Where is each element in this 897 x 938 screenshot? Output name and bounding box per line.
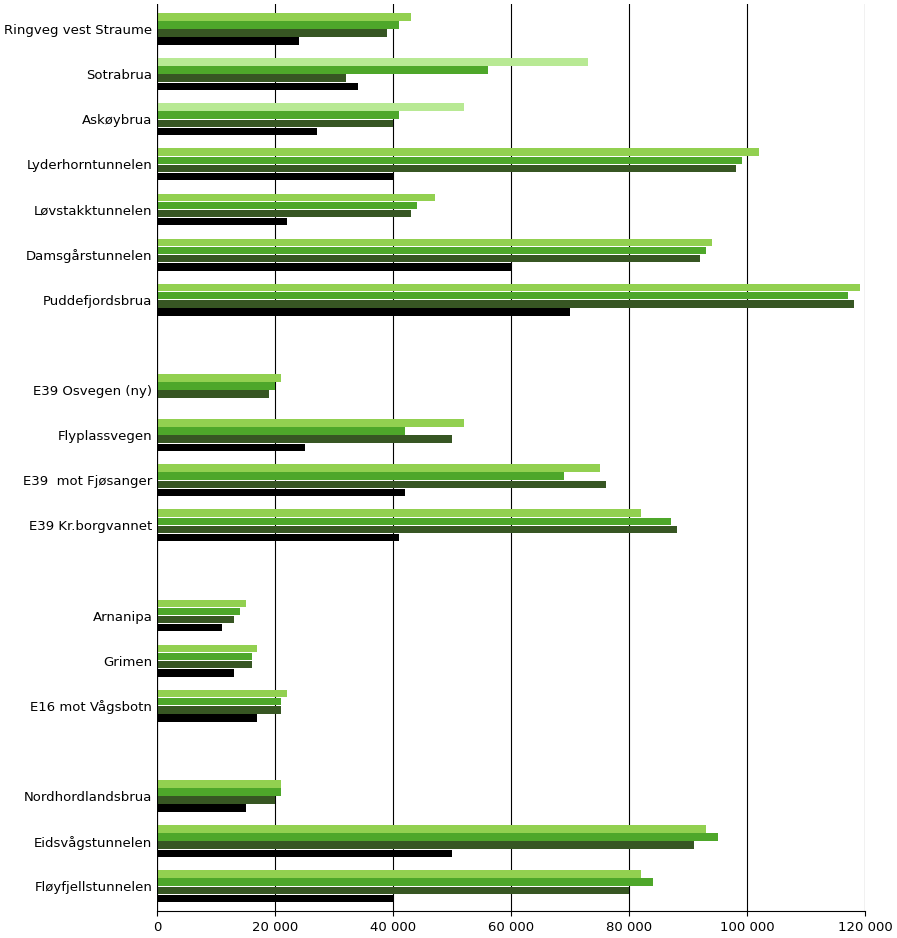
Bar	[157, 74, 346, 82]
Bar	[157, 247, 706, 254]
Bar	[157, 13, 411, 21]
Bar	[157, 193, 434, 201]
Bar	[157, 780, 281, 788]
Bar	[157, 599, 246, 607]
Bar	[157, 300, 854, 308]
Bar	[157, 464, 600, 472]
Bar	[157, 886, 630, 894]
Bar	[157, 698, 281, 705]
Bar	[157, 382, 275, 389]
Bar	[157, 534, 399, 541]
Bar	[157, 444, 305, 451]
Bar	[157, 67, 488, 74]
Bar	[157, 374, 281, 382]
Bar	[157, 119, 393, 127]
Bar	[157, 850, 452, 857]
Bar	[157, 103, 464, 111]
Bar	[157, 83, 358, 90]
Bar	[157, 165, 736, 173]
Bar	[157, 870, 641, 878]
Bar	[157, 805, 246, 812]
Bar	[157, 238, 712, 246]
Bar	[157, 608, 239, 615]
Bar	[157, 879, 653, 886]
Bar	[157, 788, 281, 795]
Bar	[157, 58, 588, 66]
Bar	[157, 419, 464, 427]
Bar	[157, 38, 299, 45]
Bar	[157, 210, 411, 218]
Bar	[157, 218, 287, 225]
Bar	[157, 489, 405, 496]
Bar	[157, 148, 759, 156]
Bar	[157, 661, 251, 669]
Bar	[157, 103, 464, 111]
Bar	[157, 714, 257, 721]
Bar	[157, 173, 393, 180]
Bar	[157, 518, 671, 525]
Bar	[157, 509, 641, 517]
Bar	[157, 706, 281, 714]
Bar	[157, 309, 570, 315]
Bar	[157, 255, 701, 263]
Bar	[157, 128, 317, 135]
Bar	[157, 473, 564, 480]
Bar	[157, 833, 718, 840]
Bar	[157, 292, 848, 299]
Bar	[157, 390, 269, 398]
Bar	[157, 624, 222, 631]
Bar	[157, 895, 393, 902]
Bar	[157, 525, 676, 533]
Bar	[157, 841, 694, 849]
Bar	[157, 22, 399, 29]
Bar	[157, 112, 399, 119]
Bar	[157, 435, 452, 443]
Bar	[157, 669, 234, 676]
Bar	[157, 480, 605, 488]
Bar	[157, 644, 257, 652]
Bar	[157, 284, 859, 292]
Bar	[157, 825, 706, 833]
Bar	[157, 796, 275, 804]
Bar	[157, 263, 511, 270]
Bar	[157, 29, 388, 37]
Bar	[157, 157, 742, 164]
Bar	[157, 202, 417, 209]
Bar	[157, 689, 287, 697]
Bar	[157, 616, 234, 624]
Bar	[157, 58, 493, 66]
Bar	[157, 428, 405, 434]
Bar	[157, 653, 251, 660]
